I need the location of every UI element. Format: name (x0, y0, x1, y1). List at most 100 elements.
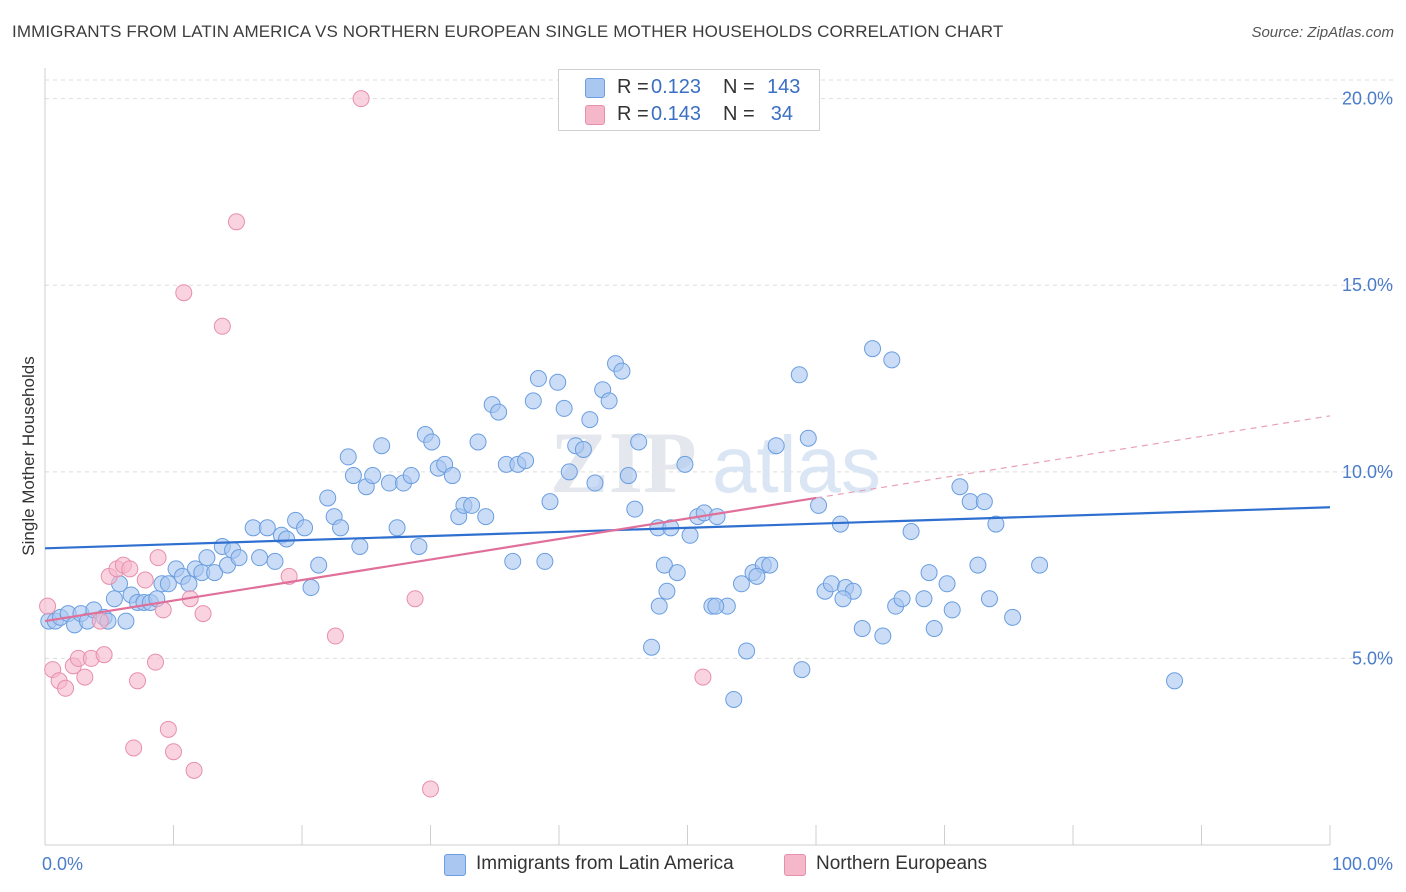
point-latin-america (658, 582, 676, 600)
point-latin-america (332, 519, 350, 537)
legend-r-value: 0.123 (651, 76, 702, 98)
point-latin-america (874, 627, 892, 645)
point-latin-america (822, 575, 840, 593)
point-latin-america (943, 601, 961, 619)
x-tick-label: 100.0% (1332, 854, 1393, 874)
point-northern-europeans (352, 90, 370, 108)
point-northern-europeans (213, 317, 231, 335)
point-northern-europeans (129, 672, 147, 690)
point-latin-america (198, 549, 216, 567)
watermark-zip: ZIP (550, 415, 697, 512)
point-latin-america (1031, 556, 1049, 574)
point-latin-america (810, 496, 828, 514)
point-latin-america (402, 467, 420, 485)
point-latin-america (738, 642, 756, 660)
point-northern-europeans (147, 653, 165, 671)
point-latin-america (707, 597, 725, 615)
legend-swatch-blue (585, 78, 605, 98)
point-northern-europeans (154, 601, 172, 619)
legend-swatch-pink (585, 105, 605, 125)
point-latin-america (319, 489, 337, 507)
point-latin-america (296, 519, 314, 537)
bottom-legend-swatch-pink (784, 854, 806, 876)
point-latin-america (244, 519, 262, 537)
series-latin-america (40, 340, 1184, 708)
point-latin-america (117, 612, 135, 630)
point-latin-america (668, 564, 686, 582)
point-latin-america (581, 411, 599, 429)
point-latin-america (388, 519, 406, 537)
point-northern-europeans (406, 590, 424, 608)
point-latin-america (864, 340, 882, 358)
bottom-legend-label: Northern Europeans (816, 853, 988, 874)
point-latin-america (767, 437, 785, 455)
legend-r-value: 0.143 (651, 103, 702, 125)
legend-row-northern-europeans: R = 0.143 N = 34 (559, 101, 819, 127)
point-northern-europeans (227, 213, 245, 231)
point-northern-europeans (159, 720, 177, 738)
point-latin-america (469, 433, 487, 451)
point-northern-europeans (422, 780, 439, 798)
point-latin-america (761, 556, 779, 574)
stats-legend: R = 0.123 N = 143 R = 0.143 N = 34 (558, 69, 820, 131)
point-latin-america (650, 597, 668, 615)
point-latin-america (364, 467, 382, 485)
x-tick-label: 0.0% (42, 854, 83, 874)
watermark: ZIP atlas (550, 415, 881, 512)
point-latin-america (302, 579, 320, 597)
point-northern-europeans (121, 560, 139, 578)
point-northern-europeans (280, 567, 298, 585)
source-label: Source: ZipAtlas.com (1251, 24, 1394, 41)
y-axis-label: Single Mother Households (19, 356, 38, 555)
point-latin-america (915, 590, 933, 608)
series-northern-europeans (39, 90, 712, 798)
x-tick-labels: 0.0% 100.0% (42, 854, 1393, 874)
point-latin-america (586, 474, 604, 492)
point-latin-america (180, 575, 198, 593)
bottom-legend-label: Immigrants from Latin America (476, 853, 734, 874)
point-latin-america (708, 508, 726, 526)
point-latin-america (549, 373, 567, 391)
point-northern-europeans (149, 549, 167, 567)
point-latin-america (105, 590, 123, 608)
point-latin-america (380, 474, 398, 492)
bottom-legend-swatch-blue (444, 854, 466, 876)
point-latin-america (159, 575, 177, 593)
point-latin-america (251, 549, 269, 567)
point-northern-europeans (91, 612, 109, 630)
point-latin-america (619, 467, 637, 485)
point-latin-america (790, 366, 808, 384)
point-latin-america (373, 437, 391, 455)
point-latin-america (490, 403, 508, 421)
point-latin-america (410, 537, 428, 555)
legend-n-label: N = (723, 76, 755, 98)
point-northern-europeans (185, 761, 203, 779)
legend-n-label: N = (723, 103, 755, 125)
legend-r-label: R = (617, 103, 649, 125)
point-latin-america (423, 433, 441, 451)
point-latin-america (560, 463, 578, 481)
axes (44, 68, 1331, 846)
y-tick-label: 10.0% (1342, 462, 1393, 482)
legend-row-latin-america: R = 0.123 N = 143 (559, 74, 819, 100)
point-latin-america (339, 448, 357, 466)
trend-line-latin-america (44, 506, 1331, 550)
bottom-legend-northern-europeans: Northern Europeans (784, 852, 1014, 876)
point-latin-america (541, 493, 559, 511)
point-latin-america (980, 590, 998, 608)
point-latin-america (676, 455, 694, 473)
point-latin-america (574, 440, 592, 458)
y-tick-labels: 5.0% 10.0% 15.0% 20.0% (1342, 89, 1393, 669)
point-northern-europeans (57, 679, 75, 697)
point-latin-america (1166, 672, 1184, 690)
point-latin-america (600, 392, 618, 410)
y-tick-label: 15.0% (1342, 275, 1393, 295)
point-latin-america (961, 493, 979, 511)
point-latin-america (925, 620, 943, 638)
point-latin-america (732, 575, 750, 593)
point-latin-america (230, 549, 248, 567)
point-latin-america (1004, 608, 1022, 626)
point-northern-europeans (165, 743, 182, 761)
point-northern-europeans (76, 668, 94, 686)
y-tick-label: 20.0% (1342, 89, 1393, 109)
